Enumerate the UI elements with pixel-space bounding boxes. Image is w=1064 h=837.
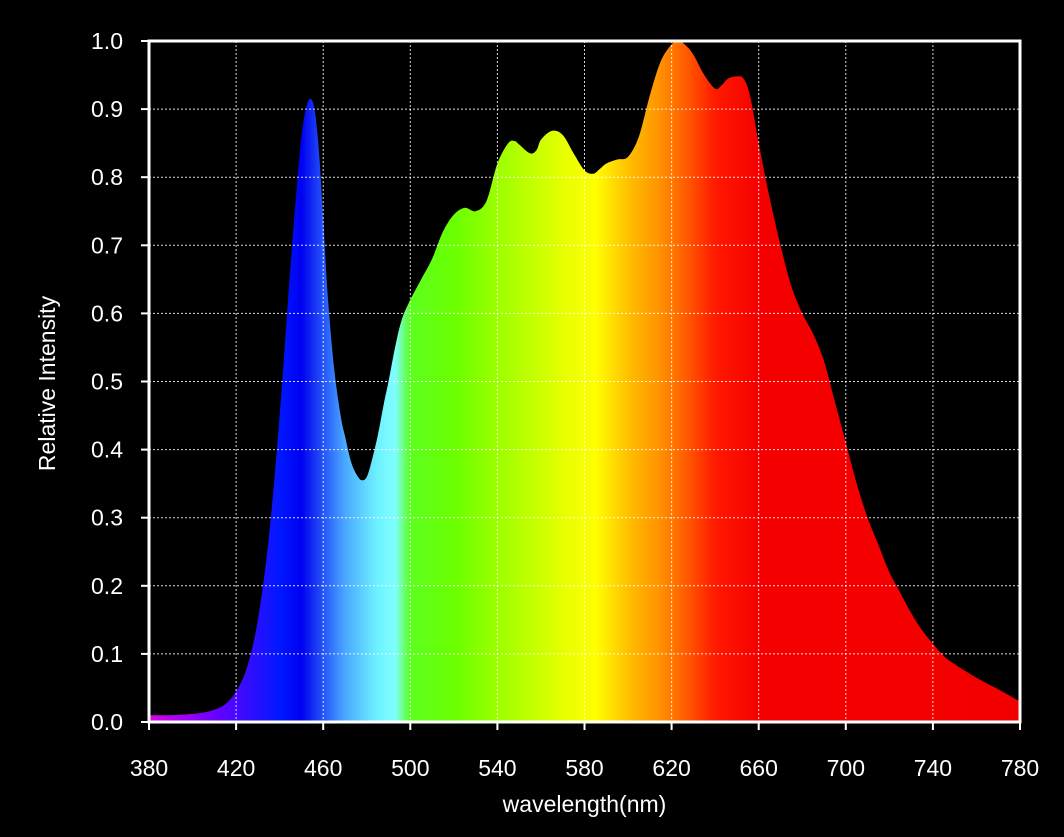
x-tick-label: 700 xyxy=(827,755,865,781)
x-axis-tick-labels: 380 420 460 500 540 580 620 660 700 740 780 xyxy=(130,755,1039,781)
y-tick-label: 0.8 xyxy=(91,164,123,190)
y-tick-label: 0.3 xyxy=(91,505,123,531)
grid-lines xyxy=(149,41,1020,722)
x-tick-label: 780 xyxy=(1001,755,1039,781)
x-tick-label: 580 xyxy=(565,755,603,781)
y-tick-label: 0.4 xyxy=(91,437,123,463)
x-tick-label: 460 xyxy=(304,755,342,781)
y-tick-label: 0.1 xyxy=(91,641,123,667)
x-tick-label: 660 xyxy=(740,755,778,781)
x-tick-label: 420 xyxy=(217,755,255,781)
x-tick-label: 740 xyxy=(914,755,952,781)
y-tick-label: 0.0 xyxy=(91,709,123,735)
y-axis-tick-labels: 0.0 0.1 0.2 0.3 0.4 0.5 0.6 0.7 0.8 0.9 1.0 xyxy=(91,28,123,735)
y-tick-label: 0.7 xyxy=(91,232,123,258)
x-tick-label: 500 xyxy=(391,755,429,781)
x-tick-label: 540 xyxy=(478,755,516,781)
y-tick-label: 1.0 xyxy=(91,28,123,54)
x-tick-label: 380 xyxy=(130,755,168,781)
y-tick-label: 0.2 xyxy=(91,573,123,599)
x-axis-title: wavelength(nm) xyxy=(502,791,667,817)
y-tick-label: 0.6 xyxy=(91,300,123,326)
y-axis-title: Relative Intensity xyxy=(34,295,60,471)
y-tick-label: 0.9 xyxy=(91,96,123,122)
axis-ticks xyxy=(141,40,1021,730)
x-tick-label: 620 xyxy=(652,755,690,781)
y-tick-label: 0.5 xyxy=(91,369,123,395)
